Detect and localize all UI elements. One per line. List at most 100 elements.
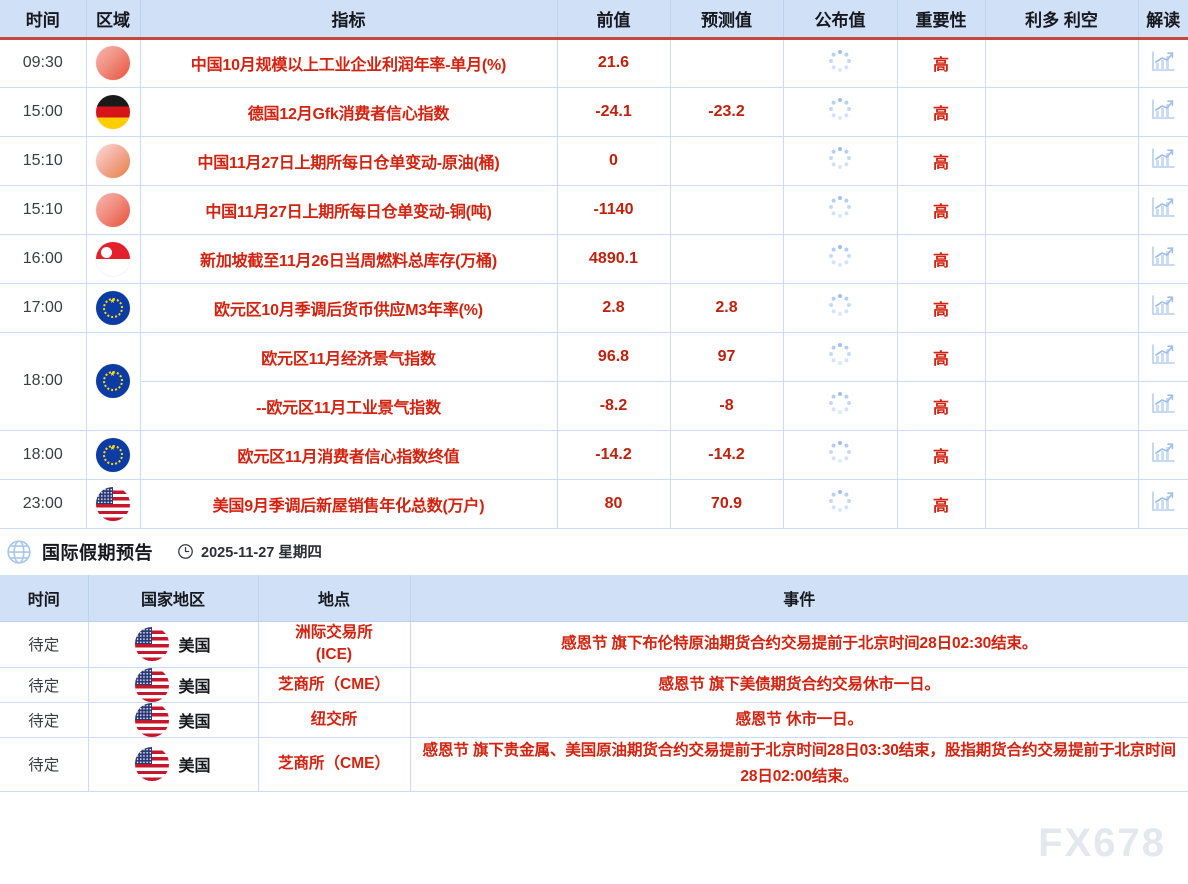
cell-previous-value: 4890.1	[557, 234, 671, 284]
flag-icon-cn	[96, 46, 130, 80]
calendar-row[interactable]: 15:10 中国11月27日上期所每日仓单变动-原油(桶) 0 高	[0, 136, 1188, 186]
interpretation-chart-icon[interactable]	[1151, 147, 1176, 169]
calendar-row[interactable]: --欧元区11月工业景气指数 -8.2 -8 高	[0, 381, 1188, 431]
clock-icon	[177, 543, 194, 560]
holiday-row[interactable]: 待定 美国 芝商所（CME） 感恩节 旗下美债期货合约交易休市一日。	[0, 667, 1188, 703]
cell-indicator[interactable]: 德国12月Gfk消费者信心指数	[140, 87, 558, 137]
flag-icon-us	[135, 627, 170, 662]
cell-effect	[985, 332, 1139, 382]
cell-importance: 高	[897, 87, 986, 137]
cell-explain[interactable]	[1138, 381, 1188, 431]
cell-region	[86, 332, 141, 431]
holiday-column-header-country: 国家地区	[88, 574, 259, 622]
cell-published-value	[783, 136, 898, 186]
cell-holiday-event: 感恩节 旗下贵金属、美国原油期货合约交易提前于北京时间28日03:30结束，股指…	[410, 737, 1188, 792]
cell-region	[86, 283, 141, 333]
cell-previous-value: 2.8	[557, 283, 671, 333]
cell-holiday-time: 待定	[0, 737, 89, 792]
cell-explain[interactable]	[1138, 430, 1188, 480]
cell-effect	[985, 38, 1139, 88]
interpretation-chart-icon[interactable]	[1151, 343, 1176, 365]
cell-explain[interactable]	[1138, 479, 1188, 529]
cell-importance: 高	[897, 185, 986, 235]
cell-explain[interactable]	[1138, 38, 1188, 88]
calendar-row[interactable]: 15:10 中国11月27日上期所每日仓单变动-铜(吨) -1140 高	[0, 185, 1188, 235]
country-name-label: 美国	[178, 758, 211, 776]
holiday-column-header-time: 时间	[0, 574, 89, 622]
loading-spinner-icon	[829, 441, 851, 463]
cell-previous-value: 0	[557, 136, 671, 186]
cell-holiday-time: 待定	[0, 702, 89, 738]
cell-importance: 高	[897, 381, 986, 431]
cell-indicator[interactable]: 新加坡截至11月26日当周燃料总库存(万桶)	[140, 234, 558, 284]
cell-importance: 高	[897, 38, 986, 88]
cell-explain[interactable]	[1138, 185, 1188, 235]
loading-spinner-icon	[829, 98, 851, 120]
holiday-column-header-event: 事件	[410, 574, 1188, 622]
cell-indicator[interactable]: 欧元区10月季调后货币供应M3年率(%)	[140, 283, 558, 333]
interpretation-chart-icon[interactable]	[1151, 245, 1176, 267]
holiday-row[interactable]: 待定 美国 洲际交易所 (ICE) 感恩节 旗下布伦特原油期货合约交易提前于北京时间28…	[0, 621, 1188, 668]
interpretation-chart-icon[interactable]	[1151, 392, 1176, 414]
calendar-row[interactable]: 18:00欧元区11月消费者信心指数终值-14.2-14.2高	[0, 430, 1188, 480]
interpretation-chart-icon[interactable]	[1151, 98, 1176, 120]
loading-spinner-icon	[829, 294, 851, 316]
cell-explain[interactable]	[1138, 87, 1188, 137]
cell-previous-value: 96.8	[557, 332, 671, 382]
cell-published-value	[783, 283, 898, 333]
interpretation-chart-icon[interactable]	[1151, 490, 1176, 512]
cell-holiday-country: 美国	[88, 702, 259, 738]
interpretation-chart-icon[interactable]	[1151, 294, 1176, 316]
holiday-row[interactable]: 待定 美国 芝商所（CME） 感恩节 旗下贵金属、美国原油期货合约交易提前于北京时间2…	[0, 737, 1188, 792]
cell-indicator[interactable]: 中国11月27日上期所每日仓单变动-铜(吨)	[140, 185, 558, 235]
loading-spinner-icon	[829, 49, 851, 72]
cell-region	[86, 136, 141, 186]
cell-indicator[interactable]: 中国11月27日上期所每日仓单变动-原油(桶)	[140, 136, 558, 186]
calendar-row[interactable]: 16:00 新加坡截至11月26日当周燃料总库存(万桶) 4890.1 高	[0, 234, 1188, 284]
cell-published-value	[783, 38, 898, 88]
flag-icon-sg	[96, 241, 130, 276]
cell-holiday-place: 芝商所（CME）	[258, 667, 411, 703]
cell-effect	[985, 87, 1139, 137]
cell-region	[86, 87, 141, 137]
cell-forecast-value: 2.8	[670, 283, 784, 333]
holiday-section-title: 国际假期预告	[42, 542, 153, 563]
column-header-published: 公布值	[783, 0, 898, 40]
cell-explain[interactable]	[1138, 136, 1188, 186]
holiday-header-row: 时间 国家地区 地点 事件	[0, 574, 1188, 622]
cell-explain[interactable]	[1138, 332, 1188, 382]
cell-forecast-value: -23.2	[670, 87, 784, 137]
calendar-row[interactable]: 23:00 美国9月季调后新屋销售年化总数(万户) 80 70.9 高	[0, 479, 1188, 529]
interpretation-chart-icon[interactable]	[1151, 50, 1176, 72]
cell-previous-value: -24.1	[557, 87, 671, 137]
calendar-row[interactable]: 17:00欧元区10月季调后货币供应M3年率(%)2.82.8高	[0, 283, 1188, 333]
cell-previous-value: -14.2	[557, 430, 671, 480]
interpretation-chart-icon[interactable]	[1151, 196, 1176, 218]
column-header-forecast: 预测值	[670, 0, 784, 40]
cell-holiday-country: 美国	[88, 667, 259, 703]
holiday-row[interactable]: 待定 美国 纽交所 感恩节 休市一日。	[0, 702, 1188, 738]
cell-indicator[interactable]: 欧元区11月经济景气指数	[140, 332, 558, 382]
loading-spinner-icon	[829, 196, 851, 218]
cell-importance: 高	[897, 332, 986, 382]
cell-forecast-value: -8	[670, 381, 784, 431]
flag-icon-us	[135, 702, 170, 737]
cell-indicator[interactable]: 中国10月规模以上工业企业利润年率-单月(%)	[140, 38, 558, 88]
cell-explain[interactable]	[1138, 234, 1188, 284]
calendar-row[interactable]: 09:30 中国10月规模以上工业企业利润年率-单月(%) 21.6 高	[0, 38, 1188, 88]
cell-explain[interactable]	[1138, 283, 1188, 333]
loading-spinner-icon	[829, 490, 851, 512]
cell-indicator[interactable]: 欧元区11月消费者信心指数终值	[140, 430, 558, 480]
cell-time: 18:00	[0, 430, 87, 480]
calendar-row[interactable]: 15:00 德国12月Gfk消费者信心指数 -24.1 -23.2 高	[0, 87, 1188, 137]
cell-indicator[interactable]: --欧元区11月工业景气指数	[140, 381, 558, 431]
flag-icon-cn2	[96, 143, 130, 178]
flag-icon-eu	[96, 290, 130, 325]
cell-indicator[interactable]: 美国9月季调后新屋销售年化总数(万户)	[140, 479, 558, 529]
interpretation-chart-icon[interactable]	[1151, 441, 1176, 463]
cell-time: 23:00	[0, 479, 87, 529]
loading-spinner-icon	[829, 245, 851, 267]
cell-effect	[985, 430, 1139, 480]
loading-spinner-icon	[829, 147, 851, 169]
